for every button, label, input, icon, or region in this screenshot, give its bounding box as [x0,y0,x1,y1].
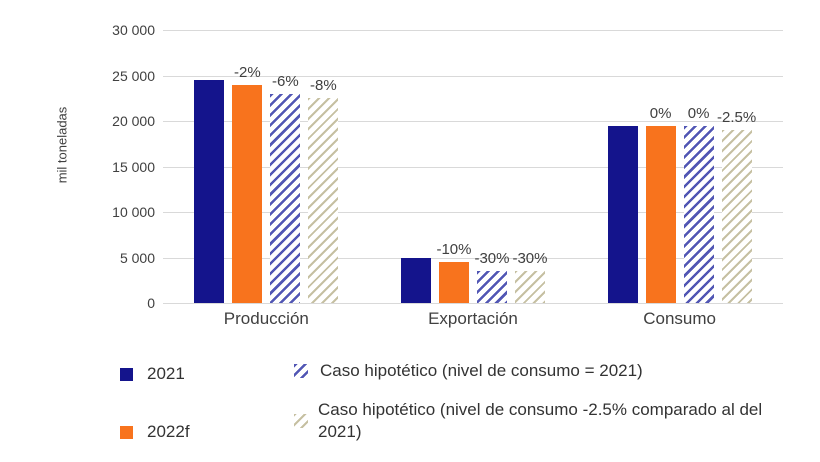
bar-group: -10% -30% -30% Exportación [400,30,548,328]
bar-slot: -30% [512,250,548,303]
category-label: Exportación [428,309,518,328]
bar-slot: -2.5% [717,109,756,303]
bar-slot: -8% [308,77,339,303]
bar-hatch-tan [514,271,545,303]
bar-slot: 0% [683,105,714,303]
bar-slot [607,125,638,303]
legend-swatch-hatch-blue [294,364,308,378]
data-label: 0% [687,104,710,122]
legend-swatch-hatch-tan [294,414,308,428]
bar-solid-orange [645,125,676,303]
bar-solid-orange [438,262,469,303]
y-tick-label: 0 [147,295,155,311]
bar-hatch-tan [721,130,752,303]
gridline-5000 [163,257,783,259]
y-axis-title: mil toneladas [54,106,70,184]
bar-group: 0% 0% -2.5% Consumo [607,30,756,328]
bar-groups: -2% -6% -8% Producción -10% -30% -30% Exportaci… [163,30,783,328]
legend-label-2021: 2021 [147,364,185,383]
category-label: Consumo [643,309,717,328]
y-tick-label: 5 000 [119,249,155,266]
legend-item-hypothetical-equal: Caso hipotético (nivel de consumo = 2021… [294,360,643,382]
bar-hatch-blue [270,93,301,303]
bar-slot: 0% [645,105,676,303]
data-label: 0% [649,104,672,122]
bar-hatch-tan [308,98,339,303]
legend-swatch-2022f [120,425,133,439]
gridline-15000 [163,166,783,168]
category-label: Producción [223,309,309,328]
bar-slot [194,80,225,303]
y-tick-label: 30 000 [112,22,155,38]
y-tick-label: 15 000 [112,158,155,175]
legend-label-hypothetical-minus25: Caso hipotético (nivel de consumo -2.5% … [318,400,763,441]
bar-slot: -10% [436,241,472,303]
gridline-20000 [163,121,783,122]
legend-swatch-2021 [120,367,133,381]
bar-solid-orange [232,84,263,303]
y-tick-label: 20 000 [112,113,155,129]
data-label: -30% [512,250,548,268]
data-label: -6% [271,72,299,90]
gridline-25000 [163,75,783,77]
bar-hatch-blue [683,125,714,303]
data-label: -2% [233,63,261,81]
bar-group: -2% -6% -8% Producción [194,30,339,328]
data-label: -8% [309,77,337,95]
y-tick-label: 25 000 [112,67,155,84]
bar-slot: -30% [474,250,510,303]
gridline-30000 [163,30,783,31]
bar-solid-navy [400,257,431,303]
legend-item-2021: 2021 [120,363,185,385]
gridline-10000 [163,212,783,213]
legend-item-2022f: 2022f [120,421,190,443]
bar-slot: -2% [232,64,263,303]
data-label: -30% [474,250,510,268]
bar-solid-navy [607,125,638,303]
legend-label-hypothetical-equal: Caso hipotético (nivel de consumo = 2021… [320,361,643,380]
data-label: -10% [436,241,472,259]
bar-slot [400,257,431,303]
bar-hatch-blue [476,271,507,303]
data-label: -2.5% [717,109,757,127]
gridline-0 [163,303,783,304]
bar-slot: -6% [270,73,301,303]
y-tick-label: 10 000 [112,204,155,220]
bar-solid-navy [194,80,225,303]
legend-label-2022f: 2022f [147,422,190,441]
legend-item-hypothetical-minus25: Caso hipotético (nivel de consumo -2.5% … [294,399,768,443]
